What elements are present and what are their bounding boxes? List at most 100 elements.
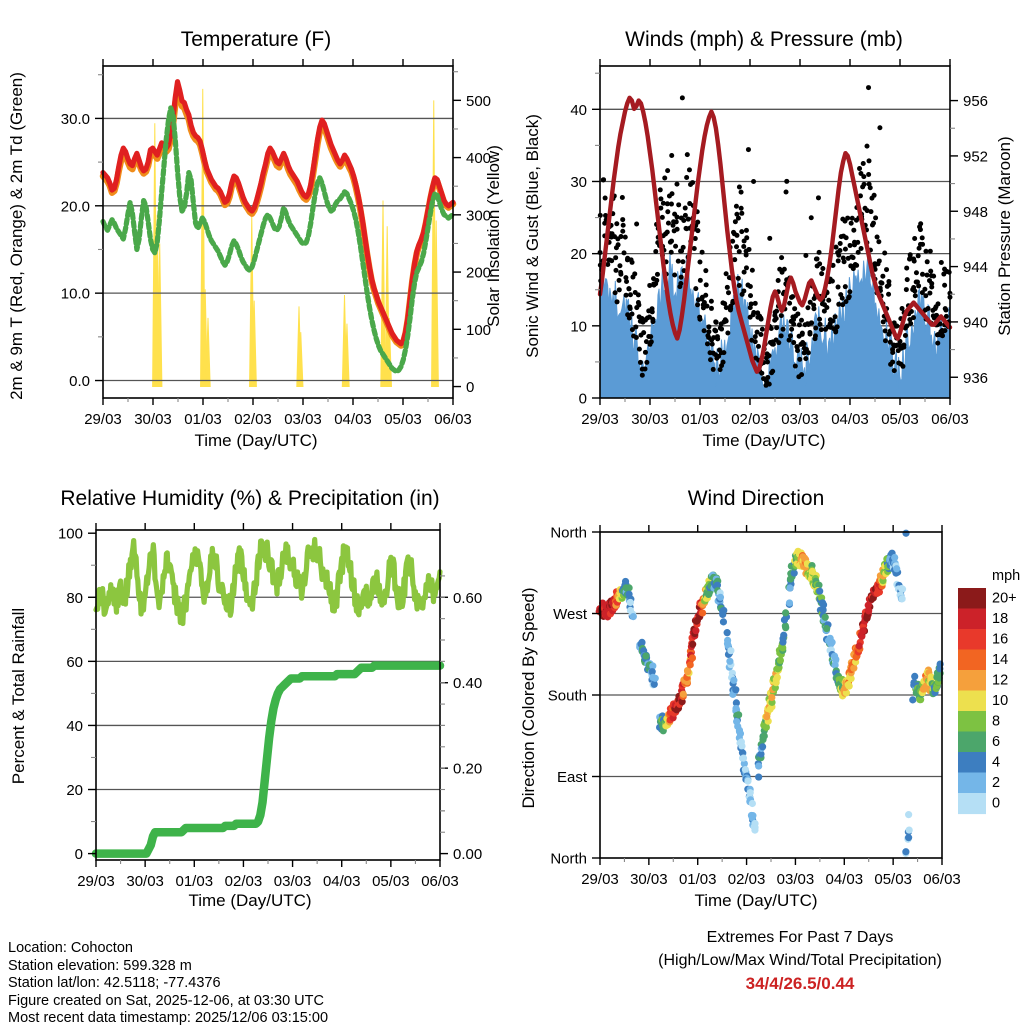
gust-point xyxy=(752,339,758,345)
wind-direction-point xyxy=(779,638,787,646)
gust-point xyxy=(857,166,863,172)
footer-created: Figure created on Sat, 2025-12-06, at 03… xyxy=(8,992,324,1009)
gust-point xyxy=(674,226,680,232)
gust-point xyxy=(882,328,888,334)
gust-point xyxy=(708,305,714,311)
gust-point xyxy=(665,168,671,174)
gust-point xyxy=(821,308,827,314)
wind-direction-point xyxy=(790,569,798,577)
xtick-label: 03/03 xyxy=(781,411,819,428)
gust-point xyxy=(669,153,675,159)
gust-point xyxy=(764,359,770,365)
wind-direction-point xyxy=(819,606,827,614)
temperature-xlabel: Time (Day/UTC) xyxy=(194,431,317,450)
gust-point xyxy=(603,213,609,219)
gust-point xyxy=(868,209,874,215)
ytick-label: 10 xyxy=(570,318,587,335)
y2tick-label: 100 xyxy=(466,322,491,339)
xtick-label: 29/03 xyxy=(581,411,619,428)
xtick-label: 01/03 xyxy=(679,871,717,888)
gust-point xyxy=(784,178,790,184)
ytick-label: 10.0 xyxy=(61,286,90,303)
legend-label: 12 xyxy=(992,673,1008,689)
gust-point xyxy=(680,259,686,265)
gust-point xyxy=(711,335,717,341)
legend-label: 2 xyxy=(992,775,1000,791)
series-total-rainfall xyxy=(91,661,445,858)
wind-direction-point xyxy=(859,627,867,635)
gust-point xyxy=(635,292,641,298)
gust-point xyxy=(618,234,624,240)
gust-point xyxy=(734,244,740,250)
legend-swatch xyxy=(958,608,986,630)
gust-point xyxy=(704,303,710,309)
humidity-precip-chart: Relative Humidity (%) & Precipitation (i… xyxy=(9,487,482,910)
gust-point xyxy=(684,174,690,180)
gust-point xyxy=(840,302,846,308)
gust-point xyxy=(675,258,681,264)
gust-point xyxy=(912,236,918,241)
gust-point xyxy=(900,363,906,369)
gust-point xyxy=(867,185,873,191)
gust-point xyxy=(922,286,928,292)
gust-point xyxy=(710,366,716,372)
wind-direction-point xyxy=(816,587,824,595)
xtick-label: 04/03 xyxy=(334,411,372,428)
xtick-label: 30/03 xyxy=(126,873,164,890)
gust-point xyxy=(736,184,742,190)
gust-point xyxy=(709,341,715,347)
gust-point xyxy=(791,340,797,346)
gust-point xyxy=(703,292,709,298)
gust-point xyxy=(890,359,896,365)
solar-insolation-series xyxy=(152,88,439,388)
legend-swatch xyxy=(958,752,986,774)
gust-point xyxy=(680,244,686,250)
wind-direction-point xyxy=(774,665,782,673)
wind-direction-point xyxy=(723,629,731,637)
wind-direction-point xyxy=(768,693,776,702)
legend-label: 20+ xyxy=(992,591,1017,607)
legend-swatch xyxy=(958,588,986,610)
gust-point xyxy=(850,255,856,261)
gust-point xyxy=(683,225,689,231)
gust-point xyxy=(636,346,642,352)
gust-point xyxy=(620,222,626,228)
gust-point xyxy=(770,341,776,347)
y2tick-label: 940 xyxy=(963,314,988,331)
gust-point xyxy=(621,250,627,256)
humidity-precip-ylabel: Percent & Total Rainfall xyxy=(9,608,28,784)
gust-point xyxy=(842,284,848,290)
gust-point xyxy=(613,255,619,261)
y2tick-label: 0.20 xyxy=(453,761,482,778)
wind-direction-point xyxy=(716,593,725,601)
y2tick-label: 936 xyxy=(963,370,988,387)
wind-direction-point xyxy=(755,773,763,781)
gust-point xyxy=(612,290,618,296)
wind-direction-point xyxy=(689,640,697,648)
gust-point xyxy=(799,331,805,337)
gust-point xyxy=(797,356,803,362)
gust-point xyxy=(605,261,611,267)
gust-point xyxy=(824,305,830,310)
xtick-label: 06/03 xyxy=(434,411,472,428)
gust-point xyxy=(912,288,918,294)
wind-direction-point xyxy=(782,609,790,617)
gust-point xyxy=(870,220,876,226)
gust-point xyxy=(901,344,907,350)
y2tick-label: 948 xyxy=(963,204,988,221)
ytick-label: 20 xyxy=(570,246,587,263)
ytick-label: 0 xyxy=(75,846,83,863)
gust-point xyxy=(734,211,740,217)
gust-point xyxy=(750,312,756,318)
gust-point xyxy=(758,316,764,322)
gust-point xyxy=(775,278,781,284)
humidity-precip-panel: Relative Humidity (%) & Precipitation (i… xyxy=(0,460,512,920)
gust-point xyxy=(768,326,774,332)
wind-direction-point xyxy=(763,713,771,721)
xtick-label: 06/03 xyxy=(421,873,459,890)
gust-point xyxy=(685,216,691,222)
series-2m-temperature xyxy=(100,79,456,347)
gust-point xyxy=(920,271,925,277)
gust-point xyxy=(817,261,823,267)
ytick-label: 80 xyxy=(66,590,83,607)
